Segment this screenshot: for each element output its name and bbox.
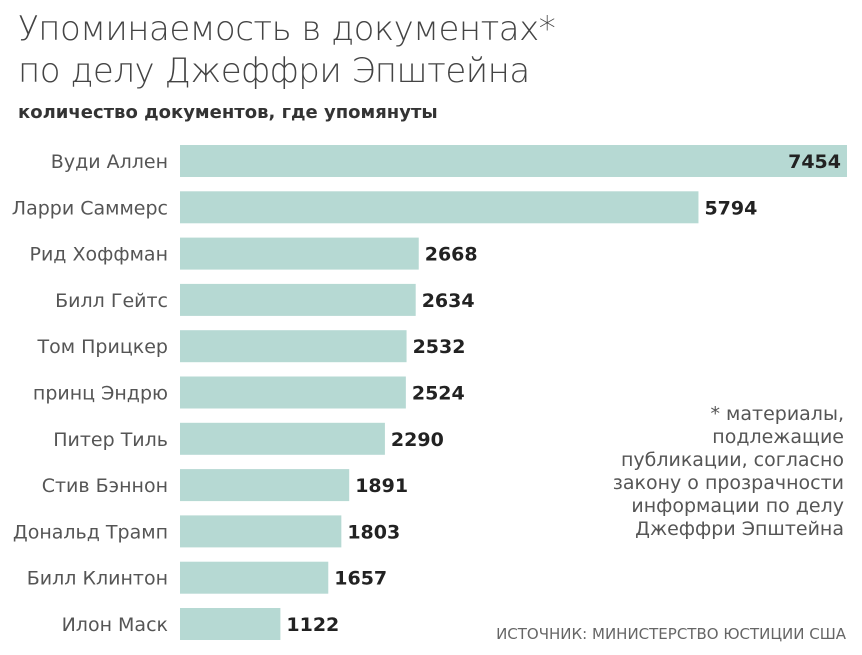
category-label: принц Эндрю (33, 383, 168, 405)
bar (180, 237, 419, 270)
bar (180, 469, 350, 502)
value-label: 2634 (422, 290, 475, 312)
value-label: 2290 (391, 429, 444, 451)
value-label: 1122 (286, 614, 339, 636)
bar (180, 330, 407, 363)
value-label: 2668 (425, 244, 478, 266)
bar (180, 145, 847, 177)
bar (180, 608, 281, 640)
category-label: Питер Тиль (53, 429, 168, 451)
source-note: ИСТОЧНИК: МИНИСТЕРСТВО ЮСТИЦИИ США (496, 625, 846, 643)
category-label: Илон Маск (62, 614, 168, 636)
category-label: Билл Клинтон (27, 568, 168, 590)
category-label: Стив Бэннон (42, 475, 168, 497)
bar (180, 191, 699, 224)
chart-title: Упоминаемость в документах* по делу Джеф… (18, 9, 556, 91)
chart-subtitle: количество документов, где упомянуты (18, 102, 438, 123)
category-label: Дональд Трамп (13, 521, 168, 543)
category-label: Том Прицкер (37, 336, 168, 358)
value-label: 1803 (347, 521, 400, 543)
bar (180, 376, 406, 409)
bar (180, 422, 385, 455)
value-label: 1891 (355, 475, 408, 497)
value-label: 1657 (334, 568, 387, 590)
category-label: Ларри Саммерс (12, 197, 168, 219)
footnote: * материалы, подлежащие публикации, согл… (612, 403, 844, 540)
value-label: 2532 (413, 336, 466, 358)
category-label: Рид Хоффман (29, 244, 168, 266)
category-label: Билл Гейтс (55, 290, 168, 312)
value-label: 2524 (412, 383, 465, 405)
category-label: Вуди Аллен (51, 151, 168, 173)
value-label: 5794 (704, 197, 757, 219)
value-label: 7454 (788, 151, 841, 173)
bar (180, 515, 342, 548)
bar (180, 283, 416, 316)
bar (180, 561, 329, 594)
